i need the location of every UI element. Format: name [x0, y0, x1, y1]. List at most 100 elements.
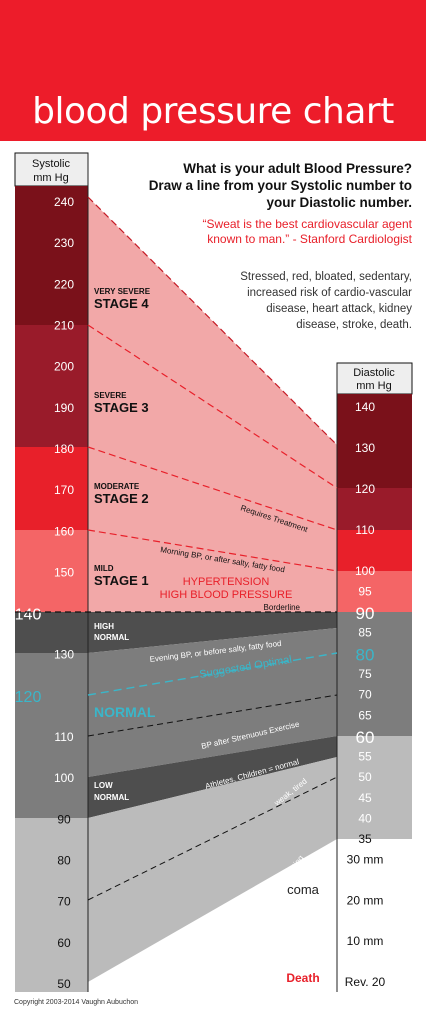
systolic-tick-label: 90 — [57, 812, 71, 826]
diastolic-normal-band — [337, 612, 412, 736]
stage4-severity: VERY SEVERE — [94, 287, 151, 296]
systolic-tick-label: 50 — [57, 977, 71, 991]
systolic-tick-label: 200 — [54, 360, 74, 374]
diastolic-tick-label: 30 mm — [347, 852, 384, 866]
stage1-line — [87, 529, 338, 572]
systolic-header-box — [14, 152, 89, 187]
diastolic-stage4-band — [337, 394, 412, 488]
diastolic-low-band — [337, 736, 412, 839]
diastolic-tick-label: 110 — [355, 523, 374, 537]
stage3-label: STAGE 3 — [94, 400, 149, 415]
systolic-tick-label: 60 — [57, 936, 71, 950]
diastolic-tick-label: 50 — [358, 770, 372, 784]
hypertension-label: HYPERTENSION — [183, 576, 270, 588]
systolic-tick-label: 100 — [54, 771, 74, 785]
systolic-tick-label: 120 — [15, 689, 42, 706]
diastolic-tick-label: 80 — [356, 645, 375, 664]
quote-line: “Sweat is the best cardiovascular agent — [202, 217, 412, 231]
stage2-label: STAGE 2 — [94, 491, 149, 506]
systolic-tick-label: 140 — [15, 607, 42, 624]
diastolic-tick-label: 60 — [356, 728, 375, 747]
normal-label: NORMAL — [94, 704, 156, 720]
diastolic-tick-label: Rev. 20 — [345, 975, 386, 989]
systolic-tick-label: 150 — [54, 565, 74, 579]
systolic-unit-label: mm Hg — [33, 172, 68, 184]
diastolic-tick-label: 120 — [355, 482, 375, 496]
suggested-optimal-line — [87, 652, 338, 696]
high-normal-line1: HIGH — [94, 622, 114, 631]
risk-line: disease, stroke, death. — [296, 319, 412, 331]
systolic-tick-label: 110 — [54, 730, 73, 744]
systolic-stage4-band — [15, 186, 88, 325]
intro-question: What is your adult Blood Pressure? Draw … — [149, 160, 412, 211]
systolic-tick-label: 130 — [54, 648, 74, 662]
diastolic-stage2-band — [337, 530, 412, 571]
hypertension-zone — [88, 197, 337, 612]
diastolic-tick-label: 100 — [355, 564, 375, 578]
diastolic-tick-label: 75 — [358, 667, 372, 681]
diastolic-mm-band — [337, 839, 412, 992]
diastolic-tick-label: 90 — [356, 604, 375, 623]
high-normal-line2: NORMAL — [94, 633, 129, 642]
diastolic-stage3-band — [337, 488, 412, 530]
systolic-header-label: Systolic — [32, 158, 70, 170]
high-normal-zone — [88, 612, 337, 653]
diastolic-tick-label: 45 — [358, 791, 372, 805]
diastolic-tick-label: 20 mm — [347, 893, 384, 907]
risk-line: increased risk of cardio-vascular — [247, 287, 412, 299]
stage4-line — [87, 196, 338, 446]
diastolic-tick-label: 70 — [358, 688, 372, 702]
normal-zone — [88, 628, 337, 777]
systolic-tick-label: 230 — [54, 236, 74, 250]
systolic-tick-label: 210 — [54, 318, 74, 332]
systolic-stage3-band — [15, 325, 88, 447]
low-normal-zone — [88, 736, 337, 818]
systolic-tick-label: 220 — [54, 277, 74, 291]
systolic-low-band — [15, 818, 88, 992]
diastolic-tick-label: 65 — [358, 708, 372, 722]
header-banner: blood pressure chart — [0, 0, 426, 141]
low-zone — [88, 757, 337, 982]
stage4-label: STAGE 4 — [94, 296, 149, 311]
systolic-tick-label: 170 — [54, 483, 74, 497]
risk-line: disease, heart attack, kidney — [266, 303, 412, 315]
systolic-tick-label: 70 — [57, 895, 71, 909]
page-title: blood pressure chart — [32, 91, 394, 132]
normal-low-line — [87, 694, 338, 737]
risk-line: Stressed, red, bloated, sedentary, — [240, 271, 412, 283]
stage1-severity: MILD — [94, 564, 114, 573]
diastolic-tick-labels: 140 130 120 110 100 95 90 85 80 75 70 65 60 55 50 45 40 3… — [345, 400, 386, 989]
copyright-notice: Copyright 2003-2014 Vaughn Aubuchon — [14, 999, 139, 1006]
stage2-severity: MODERATE — [94, 482, 140, 491]
systolic-tick-label: 180 — [54, 442, 74, 456]
high-blood-pressure-label: HIGH BLOOD PRESSURE — [160, 589, 293, 601]
question-line: your Diastolic number. — [266, 195, 412, 210]
risk-description: Stressed, red, bloated, sedentary, incre… — [240, 269, 412, 333]
low-normal-line2: NORMAL — [94, 793, 129, 802]
systolic-tick-label: 240 — [54, 195, 74, 209]
coma-label: coma — [287, 882, 320, 897]
diastolic-tick-label: 85 — [358, 626, 372, 640]
systolic-tick-label: 190 — [54, 401, 74, 415]
stage1-label: STAGE 1 — [94, 573, 149, 588]
stage3-severity: SEVERE — [94, 391, 127, 400]
systolic-tick-label: 160 — [54, 524, 74, 538]
diastolic-tick-label: 40 — [358, 811, 372, 825]
quote-line: known to man.” - Stanford Cardiologist — [207, 232, 412, 246]
systolic-tick-labels: 240 230 220 210 200 190 180 170 160 150 140 130 120 1… — [15, 195, 75, 991]
systolic-tick-label: 80 — [57, 854, 71, 868]
question-line: Draw a line from your Systolic number to — [148, 178, 412, 193]
systolic-stage1-band — [15, 530, 88, 612]
systolic-stage2-band — [15, 447, 88, 530]
death-label: Death — [286, 971, 319, 985]
diastolic-tick-label: 95 — [358, 585, 372, 599]
cardiologist-quote: “Sweat is the best cardiovascular agent … — [203, 217, 412, 247]
diastolic-unit-label: mm Hg — [356, 380, 391, 392]
weak-tired-line — [87, 776, 338, 901]
diastolic-tick-label: 130 — [355, 441, 375, 455]
diastolic-stage1-band — [337, 571, 412, 612]
diastolic-tick-label: 35 — [358, 832, 372, 846]
question-line: What is your adult Blood Pressure? — [183, 161, 412, 176]
diastolic-tick-label: 10 mm — [347, 934, 384, 948]
